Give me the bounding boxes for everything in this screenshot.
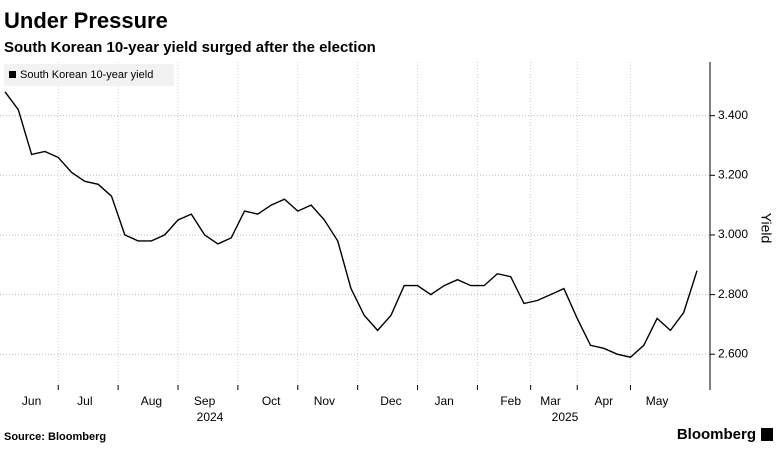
x-tick-label: Dec	[380, 394, 401, 408]
x-tick-label: Aug	[141, 394, 162, 408]
year-label: 2025	[552, 410, 579, 424]
x-tick-label: Apr	[595, 394, 614, 408]
source: Source: Bloomberg	[4, 431, 106, 443]
y-tick-label: 3.200	[718, 167, 748, 181]
x-tick-label: Oct	[262, 394, 281, 408]
year-label: 2024	[197, 410, 224, 424]
x-tick-label: Nov	[314, 394, 335, 408]
y-axis-label: Yield	[758, 213, 774, 244]
series-line	[4, 91, 698, 358]
x-tick-label: Jul	[77, 394, 92, 408]
chart-subtitle: South Korean 10-year yield surged after …	[4, 39, 376, 56]
x-tick-label: May	[646, 394, 669, 408]
legend-label: South Korean 10-year yield	[20, 69, 153, 81]
x-tick-label: Feb	[500, 394, 521, 408]
brand: Bloomberg	[677, 426, 756, 443]
y-tick-label: 2.600	[718, 346, 748, 360]
x-tick-label: Jun	[22, 394, 41, 408]
y-tick-label: 2.800	[718, 287, 748, 301]
x-tick-label: Jan	[434, 394, 453, 408]
x-tick-label: Mar	[540, 394, 561, 408]
legend-swatch	[9, 71, 16, 78]
x-tick-label: Sep	[194, 394, 216, 408]
brand-icon	[761, 428, 773, 441]
legend-box	[4, 64, 174, 86]
y-tick-label: 3.000	[718, 227, 748, 241]
y-tick-label: 3.400	[718, 108, 748, 122]
chart-title: Under Pressure	[4, 8, 168, 33]
